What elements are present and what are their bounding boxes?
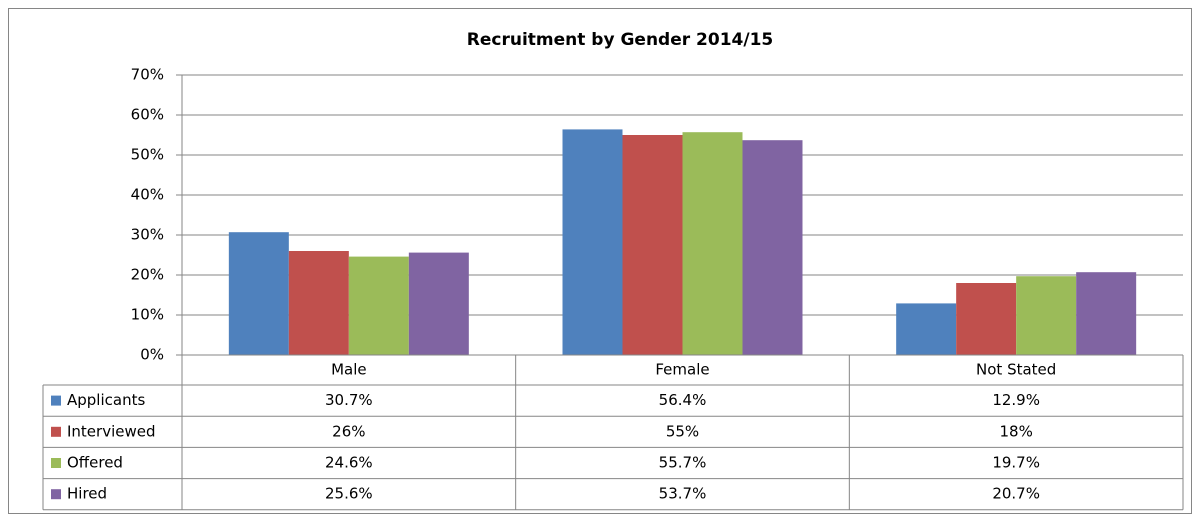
bar (622, 135, 683, 355)
bar (408, 252, 469, 355)
x-tick-label: Male (331, 361, 367, 379)
bar (742, 140, 803, 355)
data-label: 25.6% (325, 485, 373, 503)
data-label: 12.9% (992, 391, 1040, 409)
data-label: 19.7% (992, 454, 1040, 472)
y-tick-label: 60% (131, 106, 164, 124)
data-label: 55% (666, 422, 699, 440)
legend-label: Applicants (67, 391, 145, 409)
data-label: 53.7% (659, 485, 707, 503)
y-tick-label: 0% (140, 346, 164, 364)
data-label: 55.7% (659, 454, 707, 472)
data-label: 18% (999, 422, 1032, 440)
y-tick-label: 50% (131, 146, 164, 164)
x-tick-label: Not Stated (976, 361, 1056, 379)
chart-title: Recruitment by Gender 2014/15 (467, 30, 773, 50)
legend-label: Interviewed (67, 422, 156, 440)
bar (228, 232, 289, 355)
data-label: 30.7% (325, 391, 373, 409)
legend-key (51, 426, 61, 437)
bar (1016, 276, 1077, 355)
data-label: 20.7% (992, 485, 1040, 503)
bar (956, 283, 1017, 355)
legend-key (51, 395, 61, 406)
bar (562, 129, 623, 355)
bar (288, 251, 349, 355)
y-tick-label: 20% (131, 266, 164, 284)
x-tick-label: Female (655, 361, 709, 379)
y-tick-label: 10% (131, 306, 164, 324)
data-label: 24.6% (325, 454, 373, 472)
y-tick-label: 40% (131, 186, 164, 204)
bar (682, 132, 743, 355)
bar (896, 303, 957, 355)
bar (348, 256, 409, 355)
legend-key (51, 458, 61, 468)
data-label: 56.4% (659, 391, 707, 409)
legend-label: Hired (67, 485, 107, 503)
data-label: 26% (332, 422, 365, 440)
y-tick-label: 30% (131, 226, 164, 244)
legend-key (51, 489, 61, 500)
y-tick-label: 70% (131, 66, 164, 84)
bar (1076, 272, 1137, 355)
legend-label: Offered (67, 454, 123, 472)
